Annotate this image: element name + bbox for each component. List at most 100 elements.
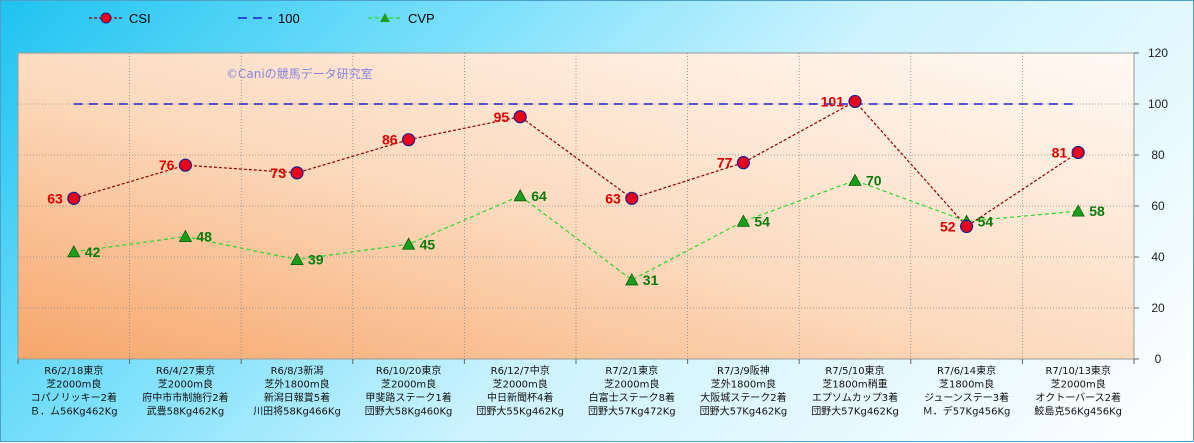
cvp-data-label: 42 <box>85 244 101 260</box>
csi-point <box>848 94 862 109</box>
watermark-text: ©Caniの競馬データ研究室 <box>226 66 373 81</box>
x-category-label: 芝2000m良 <box>46 378 101 391</box>
x-category-label: オクトーバース2着 <box>1035 391 1121 404</box>
x-category-label: 芝1800m良 <box>939 378 994 391</box>
csi-point <box>1071 145 1085 160</box>
x-category-label: Ｂ．ム56Kg462Kg <box>30 406 118 418</box>
csi-data-label: 77 <box>717 155 733 171</box>
x-category-label: 芝外1800m良 <box>264 378 329 391</box>
x-category-label: 芝外1800m良 <box>711 378 776 391</box>
csi-data-label: 95 <box>494 109 510 125</box>
cvp-point <box>848 173 862 186</box>
cvp-point <box>736 214 751 227</box>
cvp-data-label: 45 <box>420 236 436 252</box>
cvp-data-label: 58 <box>1089 203 1105 219</box>
x-category-label: 団野大57Kg462Kg <box>811 405 899 418</box>
x-category-label: 芝1800m稍重 <box>822 378 887 391</box>
x-category-label: R7/6/14東京 <box>937 364 996 377</box>
x-category-label: R7/2/1東京 <box>605 364 658 377</box>
x-category-label: 芝2000m良 <box>158 378 213 391</box>
y-tick-label: 20 <box>1151 301 1165 315</box>
x-category-label: R7/3/9阪神 <box>717 364 770 377</box>
x-category-label: 川田将58Kg466Kg <box>253 406 341 418</box>
cvp-point <box>513 188 527 202</box>
x-category-label: 芝2000m良 <box>381 378 436 391</box>
x-category-label: 団野大55Kg462Kg <box>476 405 564 418</box>
series-line-cvp <box>73 179 1079 281</box>
x-category-label: 団野大57Kg472Kg <box>588 405 676 418</box>
cvp-point <box>1071 204 1085 217</box>
y-tick-label: 0 <box>1155 352 1162 366</box>
x-category-label: ジューンステー3着 <box>924 391 1009 404</box>
y-tick-label: 100 <box>1148 97 1168 111</box>
x-category-label: 武豊58Kg462Kg <box>147 405 225 418</box>
x-category-label: 芝2000m良 <box>493 378 548 391</box>
cvp-point <box>401 237 416 250</box>
csi-point <box>402 133 416 147</box>
x-category-label: コパノリッキー2着 <box>31 391 117 404</box>
cvp-point <box>67 245 81 258</box>
x-category-label: 団野大57Kg462Kg <box>700 405 788 418</box>
csi-data-label: 52 <box>940 218 956 234</box>
csi-data-label: 63 <box>605 190 621 206</box>
y-tick-label: 60 <box>1151 199 1165 213</box>
y-tick-label: 80 <box>1151 148 1165 162</box>
x-category-label: 甲斐路ステーク1着 <box>365 391 451 404</box>
x-category-label: 鮫島克56Kg456Kg <box>1034 405 1122 418</box>
x-category-label: R6/10/20東京 <box>376 364 442 377</box>
x-category-label: 府中市市制施行2着 <box>142 391 228 404</box>
x-category-label: 芝2000m良 <box>604 378 659 391</box>
x-category-label: R7/5/10東京 <box>825 364 884 377</box>
y-tick-label: 40 <box>1151 250 1165 264</box>
legend-label: CVP <box>408 11 435 26</box>
csi-point <box>67 191 81 205</box>
series-line-csi <box>73 100 1079 228</box>
x-category-label: R6/2/18東京 <box>44 364 103 377</box>
cvp-data-label: 70 <box>866 173 882 189</box>
csi-point <box>290 166 304 180</box>
cvp-data-label: 31 <box>643 272 659 288</box>
csi-data-label: 101 <box>821 93 845 109</box>
csi-data-label: 76 <box>159 157 175 173</box>
cvp-data-label: 54 <box>754 213 770 229</box>
csi-data-label: 86 <box>382 132 398 148</box>
x-category-label: R6/12/7中京 <box>491 364 550 377</box>
x-axis: R6/2/18東京芝2000m良コパノリッキー2着Ｂ．ム56Kg462KgR6/… <box>17 359 1135 418</box>
cvp-data-label: 64 <box>531 188 547 204</box>
legend: CSI 100 CVP <box>89 11 435 26</box>
csi-data-label: 81 <box>1052 144 1068 160</box>
csi-point <box>625 191 639 205</box>
x-category-label: R7/10/13東京 <box>1045 364 1111 377</box>
y-axis: 0 20 40 60 80 100 120 <box>1134 46 1168 366</box>
cvp-data-label: 39 <box>308 252 324 268</box>
x-category-label: 団野大58Kg460Kg <box>365 405 453 418</box>
cvp-data-label: 54 <box>978 213 994 229</box>
csi-data-label: 73 <box>270 165 286 181</box>
x-category-label: R6/4/27東京 <box>156 364 215 377</box>
legend-label: 100 <box>278 11 300 26</box>
legend-label: CSI <box>129 11 151 26</box>
x-category-label: 大阪城ステーク2着 <box>700 391 786 404</box>
x-category-label: 中日新聞杯4着 <box>487 391 553 404</box>
x-category-label: エプソムカップ3着 <box>812 391 898 404</box>
cvp-point <box>625 273 639 286</box>
csi-data-label: 63 <box>47 190 63 206</box>
csi-point <box>959 219 974 233</box>
csi-point <box>178 158 192 172</box>
legend-marker-csi <box>100 12 112 24</box>
y-tick-label: 120 <box>1148 46 1168 60</box>
cvp-point <box>178 229 193 243</box>
x-category-label: R6/8/3新潟 <box>271 364 324 377</box>
csi-point <box>513 110 527 124</box>
x-category-label: Ｍ．デ57Kg456Kg <box>923 405 1011 418</box>
cvp-point <box>290 252 304 265</box>
x-category-label: 新潟日報賞5着 <box>264 391 330 404</box>
series-layer: 42 48 39 45 64 31 54 70 54 58 63 76 73 86 95 63 77 101 52 8… <box>47 93 1105 288</box>
legend-marker-cvp <box>380 13 390 22</box>
csi-point <box>736 156 751 170</box>
x-category-label: 白富士ステーク8着 <box>589 391 675 404</box>
x-category-label: 芝2000m良 <box>1051 378 1106 391</box>
cvp-data-label: 48 <box>196 229 212 245</box>
